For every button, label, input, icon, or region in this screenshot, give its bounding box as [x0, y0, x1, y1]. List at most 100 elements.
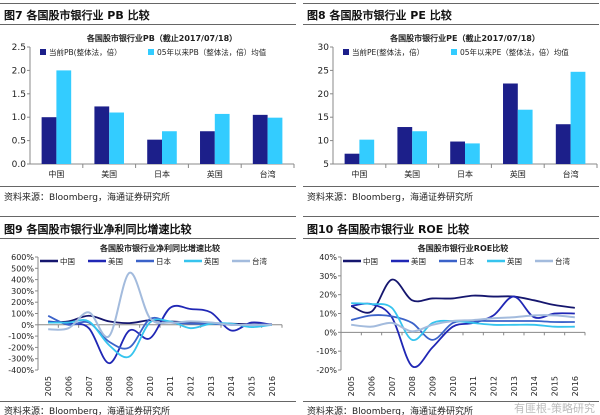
divider — [303, 186, 599, 187]
x-tick-label: 英国 — [510, 169, 526, 179]
y-tick-label: 30 — [318, 43, 330, 53]
x-tick-label: 台湾 — [563, 169, 579, 179]
y-tick-label: 600% — [11, 253, 34, 262]
x-tick-label: 2010 — [146, 376, 155, 396]
divider — [303, 216, 599, 217]
y-tick-label: -100% — [8, 332, 34, 341]
legend-label: 美国 — [108, 256, 123, 266]
bar-current — [94, 106, 110, 164]
bar-average — [56, 70, 72, 164]
figure-title: 图8 各国股市银行业 PE 比较 — [307, 9, 452, 22]
x-tick-label: 2016 — [268, 376, 277, 396]
legend-label: 中国 — [363, 256, 378, 266]
divider — [303, 401, 599, 402]
divider — [303, 238, 599, 239]
bar-current — [147, 139, 162, 164]
divider — [0, 216, 296, 217]
bar-current — [397, 127, 413, 164]
bar-average — [162, 131, 177, 164]
chart-pb: 各国股市银行业PB（截止2017/07/18） 0.0 0.5 1.0 1.5 2.0 2.… — [12, 33, 295, 179]
y-tick-label: -300% — [8, 355, 34, 364]
figure-title: 图9 各国股市银行业净利同比增速比较 — [4, 223, 192, 236]
x-tick-label: 2013 — [510, 376, 519, 396]
x-tick-label: 2012 — [490, 376, 499, 396]
x-tick-label: 日本 — [154, 169, 170, 179]
divider — [0, 3, 296, 4]
chart-roe: 各国股市银行业ROE比较 -20% -10% 0% 10% 20% 30% 40% 2005 20… — [316, 243, 586, 396]
series-line-日本 — [350, 314, 575, 341]
y-tick-label: 100% — [11, 310, 34, 319]
series-line-台湾 — [351, 314, 575, 333]
y-tick-label: 2.5 — [12, 43, 26, 53]
legend-swatch — [40, 49, 46, 55]
y-tick-label: 20 — [318, 90, 330, 100]
series-line-英国 — [351, 302, 575, 341]
y-tick-label: 400% — [11, 276, 34, 285]
x-tick-label: 2006 — [65, 376, 74, 396]
bar-average — [570, 71, 586, 164]
panel-fig10: 图10 各国股市银行业 ROE 比较 各国股市银行业ROE比较 -20% -10% 0… — [303, 212, 599, 415]
series-line-中国 — [350, 278, 575, 314]
y-tick-label: 20% — [319, 291, 337, 300]
panel-fig7: 图7 各国股市银行业 PB 比较 各国股市银行业PB（截止2017/07/18）… — [0, 0, 296, 205]
x-tick-label: 2014 — [227, 376, 236, 396]
y-tick-label: 0% — [324, 328, 337, 337]
chart-pe: 各国股市银行业PE（截止2017/07/18） 5 10 15 20 25 30 中国 美国 日本… — [318, 33, 598, 179]
legend-label: 英国 — [507, 256, 522, 266]
y-tick-label: 10% — [319, 310, 337, 319]
chart-net-profit-growth: 各国股市银行业净利同比增速比较 -400% -300% -200% -100% 0% 100… — [8, 243, 283, 396]
bar-average — [465, 143, 480, 164]
y-tick-label: 5 — [323, 160, 329, 170]
x-tick-label: 2015 — [551, 376, 560, 396]
watermark: 有匪根-策略研究 — [514, 402, 595, 415]
bar-average — [412, 131, 427, 164]
x-tick-label: 2015 — [248, 376, 257, 396]
bar-current — [503, 83, 518, 164]
divider — [0, 24, 296, 25]
x-tick-label: 台湾 — [260, 169, 276, 179]
divider — [303, 3, 599, 4]
y-tick-label: 0.0 — [12, 160, 27, 170]
x-tick-label: 2008 — [105, 376, 114, 396]
y-tick-label: 25 — [318, 66, 329, 76]
source-note: 资料来源：Bloomberg，海通证券研究所 — [307, 193, 473, 203]
chart-title: 各国股市银行业PB（截止2017/07/18） — [86, 33, 237, 43]
y-tick-label: 2.0 — [12, 66, 27, 76]
figure-title: 图10 各国股市银行业 ROE 比较 — [307, 223, 470, 236]
y-tick-label: 500% — [11, 264, 34, 273]
legend-label: 当前PB(整体法，倍） — [49, 47, 122, 57]
y-tick-label: 200% — [11, 298, 34, 307]
x-tick-label: 2005 — [44, 376, 53, 396]
panel-fig9: 图9 各国股市银行业净利同比增速比较 各国股市银行业净利同比增速比较 -400% -… — [0, 212, 296, 415]
bar-average — [214, 113, 230, 164]
bar-average — [517, 109, 533, 164]
chart-title: 各国股市银行业ROE比较 — [417, 243, 508, 253]
legend-label: 日本 — [459, 256, 474, 266]
bar-current — [344, 153, 360, 164]
y-tick-label: 15 — [318, 113, 329, 123]
x-tick-label: 2013 — [207, 376, 216, 396]
chart-title: 各国股市银行业PE（截止2017/07/18） — [389, 33, 540, 43]
y-tick-label: 0.5 — [12, 137, 26, 147]
figure-title: 图7 各国股市银行业 PB 比较 — [4, 9, 150, 22]
legend-label: 日本 — [156, 256, 171, 266]
bar-average — [109, 112, 124, 164]
x-tick-label: 2010 — [449, 376, 458, 396]
divider — [0, 238, 296, 239]
x-tick-label: 2009 — [429, 376, 438, 396]
divider — [0, 186, 296, 187]
legend-label: 美国 — [411, 256, 426, 266]
bar-current — [200, 131, 215, 164]
legend-label: 台湾 — [555, 256, 570, 266]
series-line-台湾 — [48, 271, 272, 339]
x-tick-label: 2007 — [388, 376, 397, 396]
legend-swatch — [148, 49, 154, 55]
divider — [0, 401, 296, 402]
legend-label: 台湾 — [252, 256, 267, 266]
legend-label: 英国 — [204, 256, 219, 266]
bar-current — [450, 141, 465, 164]
x-tick-label: 2005 — [347, 376, 356, 396]
source-note: 资料来源：Bloomberg，海通证券研究所 — [4, 407, 170, 415]
y-tick-label: -200% — [8, 343, 34, 352]
x-tick-label: 2006 — [368, 376, 377, 396]
